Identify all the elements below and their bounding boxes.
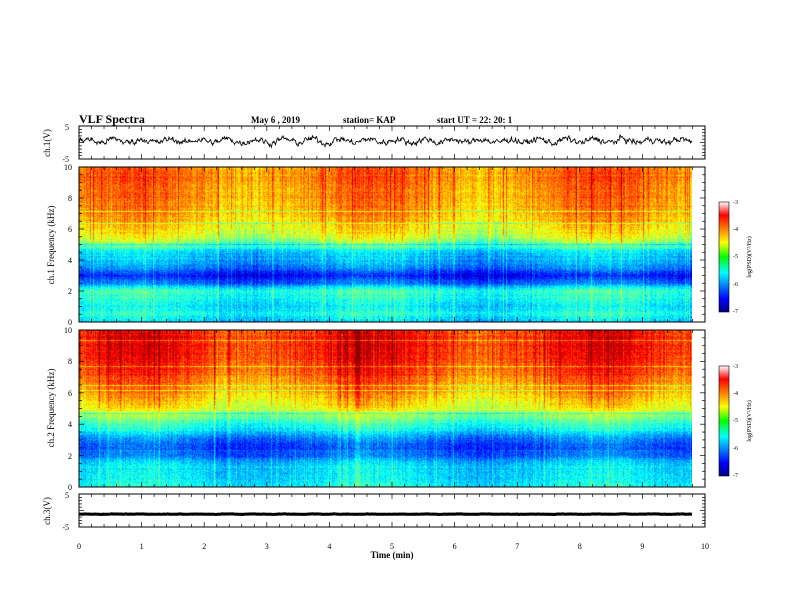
ch2-spectrogram-image [79, 330, 692, 487]
xtick-1: 1 [140, 542, 144, 551]
ch1-ytick-top: 5 [65, 123, 69, 132]
ch2-ytick-4: 4 [68, 420, 72, 429]
ch1-cb-tick-m4: -4 [733, 227, 738, 233]
ch1-cb-tick-m3: -3 [733, 200, 738, 206]
ch2-ytick-6: 6 [68, 389, 72, 398]
ch2-cb-tick-m4: -4 [733, 391, 738, 397]
ch1-spectrogram-ylabel: ch.1 Frequency (kHz) [46, 206, 56, 285]
xtick-4: 4 [327, 542, 331, 551]
xtick-9: 9 [640, 542, 644, 551]
ch1-cb-tick-m7: -7 [733, 309, 738, 315]
figure-title: VLF Spectra [79, 112, 145, 126]
ch2-cb-tick-m3: -3 [733, 364, 738, 370]
ch1-cb-tick-m5: -5 [733, 254, 738, 260]
xtick-2: 2 [202, 542, 206, 551]
ch1-ytick-8: 8 [68, 194, 72, 203]
ch2-ytick-10: 10 [64, 326, 72, 335]
ch1-colorbar-label: log(PSD)(V²/Hz) [746, 236, 753, 277]
station-label: station= KAP [343, 115, 396, 125]
xtick-6: 6 [453, 542, 457, 551]
ch1-waveform-series [78, 134, 693, 149]
ch1-ytick-0: 0 [68, 318, 72, 327]
xtick-0: 0 [77, 542, 81, 551]
ch1-cb-tick-m6: -6 [733, 282, 738, 288]
ch3-ytick-bottom: -5 [62, 523, 69, 532]
start-time-label: start UT = 22: 20: 1 [437, 115, 513, 125]
x-axis-tick-labels: 0 1 2 3 4 5 6 7 8 9 10 [77, 542, 709, 551]
ch2-colorbar: -3 -4 -5 -6 -7 log(PSD)(V²/Hz) [718, 364, 753, 479]
ch3-waveform-ylabel: ch.3(V) [42, 497, 52, 525]
ch3-ytick-top: 5 [65, 491, 69, 500]
xtick-10: 10 [701, 542, 709, 551]
ch1-waveform-ylabel: ch.1(V) [42, 129, 52, 157]
ch2-cb-tick-m6: -6 [733, 446, 738, 452]
ch2-spectrogram-panel: 0 2 4 6 8 10 ch.2 Frequency (kHz) [46, 326, 706, 492]
x-axis-label: Time (min) [370, 550, 413, 560]
ch1-ytick-2: 2 [68, 287, 72, 296]
ch3-waveform-series [78, 512, 692, 517]
ch2-ytick-8: 8 [68, 357, 72, 366]
ch2-cb-tick-m5: -5 [733, 418, 738, 424]
ch1-spectrogram-panel: 0 2 4 6 8 10 ch.1 Frequency (kHz) [46, 163, 706, 327]
ch2-ytick-2: 2 [68, 452, 72, 461]
ch1-ytick-bottom: -5 [62, 155, 69, 164]
ch2-colorbar-label: log(PSD)(V²/Hz) [746, 400, 753, 441]
axis-tick-marks [78, 125, 706, 528]
ch1-colorbar: -3 -4 -5 -6 -7 log(PSD)(V²/Hz) [718, 200, 753, 315]
ch2-spectrogram-yticks: 0 2 4 6 8 10 [64, 326, 72, 492]
date-label: May 6 , 2019 [251, 115, 300, 125]
xtick-7: 7 [515, 542, 519, 551]
ch1-ytick-4: 4 [68, 256, 72, 265]
ch1-ytick-6: 6 [68, 225, 72, 234]
xtick-5: 5 [390, 542, 394, 551]
ch1-spectrogram-image [79, 167, 692, 322]
ch1-ytick-10: 10 [64, 163, 72, 172]
ch3-waveform-line [78, 512, 692, 517]
ch2-cb-tick-m7: -7 [733, 473, 738, 479]
xtick-8: 8 [578, 542, 582, 551]
ch1-spectrogram-yticks: 0 2 4 6 8 10 [64, 163, 72, 327]
ch2-ytick-0: 0 [68, 483, 72, 492]
ch2-spectrogram-ylabel: ch.2 Frequency (kHz) [46, 369, 56, 448]
ch1-waveform-line [78, 134, 693, 149]
xtick-3: 3 [265, 542, 269, 551]
